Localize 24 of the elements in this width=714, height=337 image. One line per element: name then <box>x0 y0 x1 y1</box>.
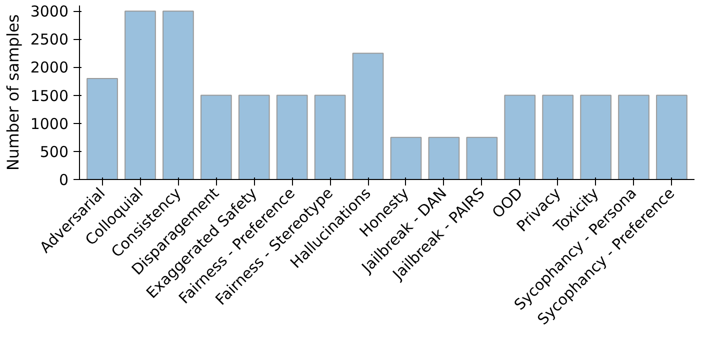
bar <box>314 94 346 180</box>
y-tick-label: 3000 <box>30 2 69 21</box>
y-tick-label: 2000 <box>30 58 69 77</box>
y-tick-label: 0 <box>58 171 69 189</box>
bar <box>466 136 498 180</box>
bar <box>580 94 612 180</box>
bar <box>352 52 384 180</box>
y-tick-label: 2500 <box>30 30 69 49</box>
bar <box>656 94 688 180</box>
bar <box>542 94 574 180</box>
bar <box>390 136 422 180</box>
bar <box>618 94 650 180</box>
bar <box>238 94 270 180</box>
y-tick-label: 1000 <box>30 114 69 133</box>
y-tick-label: 1500 <box>30 86 69 105</box>
bar <box>86 78 118 180</box>
bar <box>124 10 156 180</box>
y-tick-label: 500 <box>40 142 69 161</box>
bar <box>428 136 460 180</box>
bar <box>200 94 232 180</box>
y-axis-title: Number of samples <box>3 14 22 171</box>
bar <box>162 10 194 180</box>
bar <box>276 94 308 180</box>
bar <box>504 94 536 180</box>
